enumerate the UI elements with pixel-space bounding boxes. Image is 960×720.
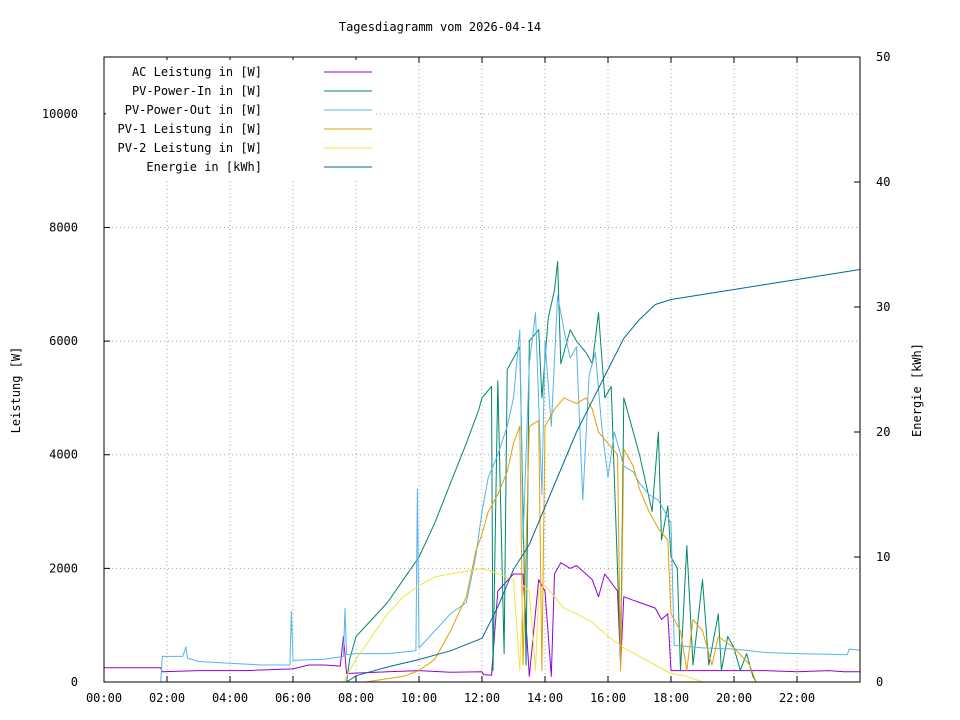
legend-label: PV-1 Leistung in [W] (118, 122, 263, 136)
legend-label: AC Leistung in [W] (132, 65, 262, 79)
y-axis-label: Leistung [W] (9, 347, 23, 434)
x-tick-label: 20:00 (716, 691, 752, 705)
y2-tick-label: 0 (876, 675, 883, 689)
series-layer (104, 261, 861, 683)
x-tick-label: 18:00 (653, 691, 689, 705)
legend: AC Leistung in [W] PV-Power-In in [W] PV-P… (106, 60, 376, 180)
y2-tick-label: 20 (876, 425, 890, 439)
y-tick-label: 6000 (49, 334, 78, 348)
series-line-ac-leistung-in-w (104, 562, 860, 677)
series-line-pv-1-leistung-in-w (365, 397, 860, 683)
y2-tick-label: 50 (876, 50, 890, 64)
y2-tick-label: 40 (876, 175, 890, 189)
x-tick-label: 16:00 (590, 691, 626, 705)
x-tick-label: 12:00 (464, 691, 500, 705)
axis-ticks: 00:00 02:00 04:00 06:00 08:00 10:00 12:00 14:00… (42, 50, 891, 705)
x-tick-label: 22:00 (779, 691, 815, 705)
y2-tick-label: 10 (876, 550, 890, 564)
y-tick-label: 8000 (49, 220, 78, 234)
y2-tick-label: 30 (876, 300, 890, 314)
x-tick-label: 06:00 (275, 691, 311, 705)
legend-background (106, 60, 376, 180)
series-line-pv-2-leistung-in-w (342, 567, 860, 683)
x-tick-label: 14:00 (527, 691, 563, 705)
y-tick-label: 10000 (42, 107, 78, 121)
legend-label: PV-Power-In in [W] (132, 84, 262, 98)
chart-title: Tagesdiagramm vom 2026-04-14 (339, 20, 541, 34)
x-tick-label: 08:00 (338, 691, 374, 705)
x-tick-label: 00:00 (86, 691, 122, 705)
series-line-pv-power-out-in-w (104, 295, 861, 683)
series-line-pv-power-in-in-w (346, 261, 860, 683)
y-tick-label: 0 (71, 675, 78, 689)
legend-label: Energie in [kWh] (146, 160, 262, 174)
legend-label: PV-2 Leistung in [W] (118, 141, 263, 155)
y-tick-label: 2000 (49, 561, 78, 575)
legend-label: PV-Power-Out in [W] (125, 103, 262, 117)
y-tick-label: 4000 (49, 448, 78, 462)
x-tick-label: 02:00 (149, 691, 185, 705)
series-line-energie-in-kwh (104, 269, 861, 683)
y2-axis-label: Energie [kWh] (910, 343, 924, 437)
x-tick-label: 10:00 (401, 691, 437, 705)
x-tick-label: 04:00 (212, 691, 248, 705)
